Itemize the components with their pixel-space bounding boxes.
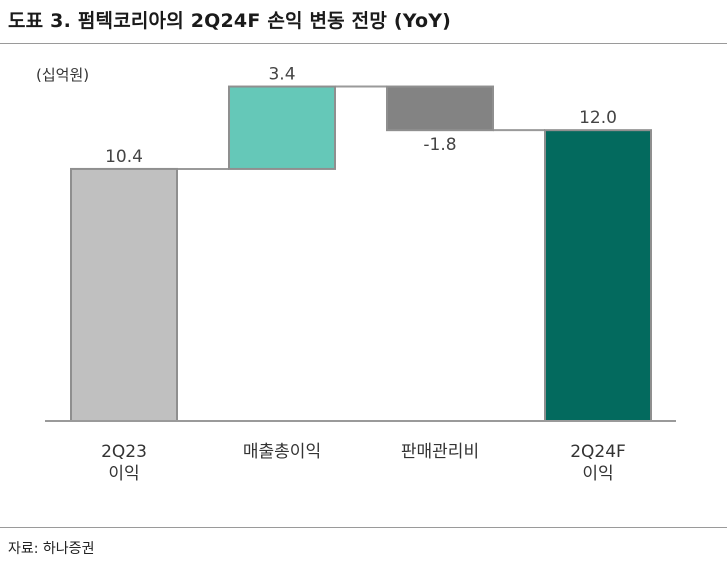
data-label: 3.4 xyxy=(268,65,295,85)
category-label: 판매관리비 xyxy=(401,442,479,462)
category-label: 매출총이익 xyxy=(243,442,321,462)
data-label: 10.4 xyxy=(105,147,143,167)
source-note: 자료: 하나증권 xyxy=(8,541,95,557)
data-label: 12.0 xyxy=(579,108,617,128)
category-label: 2Q24F xyxy=(570,442,626,462)
category-label: 이익 xyxy=(582,464,613,484)
bar xyxy=(544,129,652,423)
bar xyxy=(386,85,494,132)
bar xyxy=(70,167,178,422)
unit-label: (십억원) xyxy=(36,66,89,84)
category-label: 2Q23 xyxy=(101,442,147,462)
bar xyxy=(228,85,336,170)
chart-title: 도표 3. 펌텍코리아의 2Q24F 손익 변동 전망 (YoY) xyxy=(8,10,452,32)
source-divider xyxy=(0,527,727,528)
title-divider xyxy=(0,43,727,44)
data-label: -1.8 xyxy=(423,135,456,155)
category-label: 이익 xyxy=(108,464,139,484)
